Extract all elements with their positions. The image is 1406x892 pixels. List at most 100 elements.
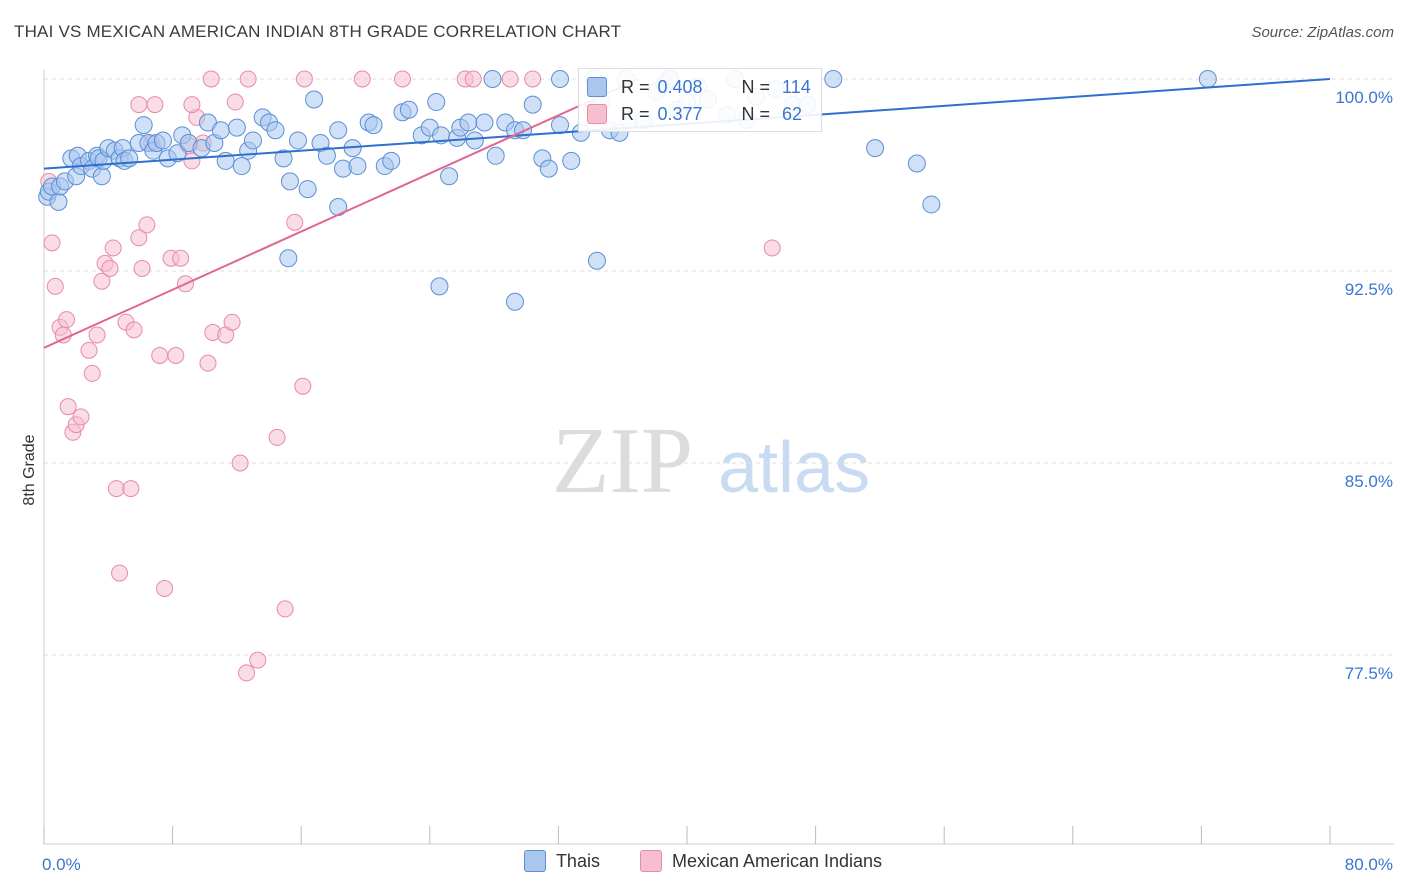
tick-labels: 100.0% 92.5% 85.0% 77.5% 0.0% 80.0% — [42, 88, 1393, 874]
data-point — [279, 249, 298, 268]
data-point — [393, 70, 411, 88]
chart-title: THAI VS MEXICAN AMERICAN INDIAN 8TH GRAD… — [14, 22, 622, 41]
data-point — [524, 70, 542, 88]
legend-item-mexican[interactable]: Mexican American Indians — [639, 850, 882, 872]
n-label: N = — [741, 76, 771, 97]
data-point — [238, 664, 256, 682]
data-point — [294, 377, 312, 395]
data-point — [866, 139, 885, 158]
data-point — [58, 311, 76, 329]
legend-item-thais[interactable]: Thais — [523, 850, 600, 872]
data-point — [239, 70, 257, 88]
y-tick-label: 92.5% — [1345, 280, 1393, 299]
data-point — [353, 70, 371, 88]
data-point — [551, 70, 570, 88]
data-point — [587, 251, 606, 270]
data-point — [231, 454, 249, 472]
thais-swatch — [587, 77, 607, 97]
data-point — [329, 121, 348, 140]
data-point — [134, 116, 153, 135]
data-point — [523, 95, 542, 114]
data-point — [266, 121, 285, 140]
watermark-zip: ZIP — [552, 409, 693, 513]
data-point — [156, 579, 174, 597]
data-point — [107, 480, 125, 498]
data-point — [223, 313, 241, 331]
data-point — [317, 146, 336, 165]
data-point — [232, 157, 251, 176]
data-point — [382, 151, 401, 170]
data-point — [120, 149, 139, 168]
stats-box: R = 0.408 N = 114 R = 0.377 N = 62 — [578, 68, 822, 132]
data-point — [348, 157, 367, 176]
y-tick-label: 85.0% — [1345, 472, 1393, 491]
data-point — [305, 90, 324, 109]
data-point — [104, 239, 122, 257]
x-tick-label: 80.0% — [1345, 855, 1393, 874]
data-point — [505, 292, 524, 311]
mexican-points — [40, 70, 781, 682]
data-point — [430, 277, 449, 296]
data-point — [183, 96, 201, 114]
data-point — [276, 600, 294, 618]
stats-row-mexican: R = 0.377 N = 62 — [579, 100, 802, 128]
n-label: N = — [741, 103, 771, 124]
data-point — [83, 364, 101, 382]
data-point — [399, 100, 418, 119]
r-value: 0.408 — [657, 76, 703, 97]
data-point — [364, 116, 383, 135]
data-point — [130, 229, 148, 247]
data-point — [88, 326, 106, 344]
data-point — [43, 234, 61, 252]
legend-label-thais: Thais — [555, 850, 600, 871]
y-tick-label: 100.0% — [1335, 88, 1393, 107]
legend-swatch-thais — [523, 850, 546, 872]
x-tick-label: 0.0% — [42, 855, 81, 874]
n-value: 62 — [782, 103, 803, 124]
data-point — [202, 70, 220, 88]
data-point — [172, 249, 190, 267]
data-point — [427, 93, 446, 112]
legend: Thais Mexican American Indians — [0, 850, 1406, 872]
data-point — [763, 239, 781, 257]
data-point — [268, 428, 286, 446]
data-point — [440, 167, 459, 186]
data-point — [243, 131, 262, 150]
data-point — [151, 346, 169, 364]
data-point — [59, 398, 77, 416]
data-point — [286, 213, 304, 231]
data-point — [459, 113, 478, 132]
data-point — [168, 144, 187, 163]
data-point — [227, 118, 246, 137]
data-point — [199, 354, 217, 372]
trend-line-mexican — [43, 78, 640, 349]
data-point — [122, 480, 140, 498]
data-point — [153, 131, 172, 150]
r-label: R = — [621, 76, 650, 97]
data-point — [907, 154, 926, 173]
data-point — [133, 259, 151, 277]
data-point — [80, 341, 98, 359]
data-point — [464, 70, 482, 88]
mexican-swatch — [587, 104, 607, 124]
data-point — [93, 272, 111, 290]
data-point — [130, 96, 148, 114]
data-point — [1198, 70, 1217, 88]
watermark-atlas: atlas — [718, 428, 870, 508]
data-point — [562, 151, 581, 170]
data-point — [280, 172, 299, 191]
data-point — [298, 180, 317, 199]
data-point — [922, 195, 941, 214]
source-label: Source: ZipAtlas.com — [1251, 24, 1394, 41]
data-point — [483, 70, 502, 88]
data-point — [92, 167, 111, 186]
data-point — [46, 277, 64, 295]
data-point — [146, 96, 164, 114]
data-point — [226, 93, 244, 111]
data-point — [295, 70, 313, 88]
data-point — [167, 346, 185, 364]
data-point — [288, 131, 307, 150]
data-point — [475, 113, 494, 132]
r-value: 0.377 — [657, 103, 703, 124]
